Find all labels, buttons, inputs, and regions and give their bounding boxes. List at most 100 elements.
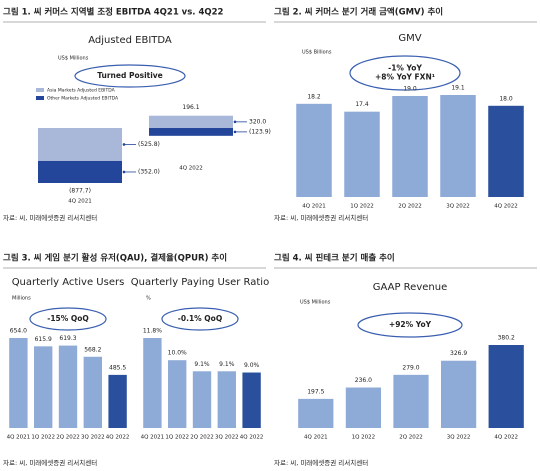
annotation-text: -1% YoY (388, 64, 422, 73)
x-tick-label: 4Q 2022 (106, 435, 130, 441)
chart-title: GAAP Revenue (373, 282, 447, 293)
value-label: 18.0 (499, 95, 513, 102)
legend-swatch (36, 88, 44, 92)
value-label: 19.0 (403, 85, 417, 92)
value-label: (525.8) (138, 141, 160, 148)
panel-heading: 그림 2. 씨 커머스 분기 거래 금액(GMV) 추이 (274, 7, 443, 18)
total-label: 196.1 (182, 104, 199, 111)
value-label: 11.8% (143, 328, 162, 335)
source-note: 자료: 씨, 미래에셋증권 리서치센터 (3, 458, 97, 467)
x-tick-label: 4Q 2021 (68, 199, 92, 205)
arrow-head (233, 130, 237, 134)
annotation-text: +8% YoY FXN¹ (375, 73, 435, 82)
bar (488, 105, 524, 197)
x-tick-label: 1Q 2022 (31, 435, 55, 441)
x-tick-label: 3Q 2022 (81, 435, 105, 441)
arrow-head (122, 170, 126, 174)
unit-label: US$ Billions (302, 50, 332, 56)
x-tick-label: 4Q 2021 (304, 435, 328, 441)
bar (9, 338, 28, 428)
x-tick-label: 4Q 2022 (179, 166, 203, 172)
arrow-head (233, 120, 237, 124)
x-tick-label: 3Q 2022 (447, 435, 471, 441)
bar (440, 95, 476, 197)
bar (298, 398, 334, 428)
value-label: 320.0 (249, 118, 266, 125)
x-tick-label: 4Q 2021 (7, 435, 31, 441)
legend-label: Other Markets Adjusted EBITDA (47, 96, 119, 102)
bar (34, 346, 53, 428)
annotation-ellipse (349, 55, 461, 91)
legend-label: Asia Markets Adjusted EBITDA (47, 88, 116, 94)
value-label: 17.4 (355, 101, 369, 108)
x-tick-label: 2Q 2022 (398, 204, 422, 210)
x-tick-label: 1Q 2022 (350, 204, 374, 210)
source-note: 자료: 씨, 미래에셋증권 리서치센터 (3, 213, 97, 222)
total-label: (877.7) (69, 188, 91, 195)
source-note: 자료: 씨, 미래에셋증권 리서치센터 (274, 458, 368, 467)
bar (217, 371, 236, 428)
bar (345, 387, 382, 428)
bar (143, 338, 162, 428)
value-label: (352.0) (138, 168, 160, 175)
annotation-ellipse (357, 312, 463, 338)
value-label: 380.2 (498, 335, 515, 342)
bar (192, 371, 212, 428)
x-tick-label: 2Q 2022 (399, 435, 423, 441)
source-note: 자료: 씨, 미래에셋증권 리서치센터 (274, 213, 368, 222)
value-label: 279.0 (402, 364, 419, 371)
chart-title: GMV (398, 33, 421, 44)
value-label: 568.2 (84, 346, 101, 353)
bar-segment (38, 128, 122, 161)
x-tick-label: 2Q 2022 (56, 435, 80, 441)
chart-title: Quarterly Active Users (12, 277, 125, 288)
annotation-ellipse (74, 64, 186, 88)
annotation-text: -0.1% QoQ (178, 314, 222, 323)
unit-label: US$ Millions (58, 56, 89, 62)
value-label: 197.5 (307, 388, 324, 395)
annotation-text: Turned Positive (97, 71, 163, 80)
bar (58, 345, 78, 428)
value-label: 10.0% (168, 350, 187, 357)
bar (440, 360, 477, 428)
value-label: 18.2 (307, 93, 321, 100)
legend-swatch (36, 96, 44, 100)
value-label: 615.9 (35, 336, 52, 343)
bar-segment (38, 160, 122, 183)
x-tick-label: 3Q 2022 (215, 435, 239, 441)
annotation-text: +92% YoY (389, 320, 432, 329)
value-label: 9.1% (194, 361, 210, 368)
x-tick-label: 1Q 2022 (352, 435, 376, 441)
value-label: 9.0% (244, 362, 260, 369)
value-label: 19.1 (451, 85, 465, 92)
value-label: 236.0 (355, 377, 372, 384)
x-tick-label: 4Q 2021 (302, 204, 326, 210)
value-label: 654.0 (10, 328, 27, 335)
chart-title: Adjusted EBITDA (88, 35, 172, 46)
bar (168, 360, 187, 428)
bar (344, 111, 380, 197)
annotation-ellipse (161, 307, 239, 331)
unit-label: Millions (12, 296, 31, 302)
x-tick-label: 4Q 2022 (240, 435, 264, 441)
value-label: 485.5 (109, 364, 126, 371)
value-label: 9.1% (219, 361, 235, 368)
unit-label: % (146, 296, 151, 302)
bar (108, 374, 127, 428)
bar (392, 95, 428, 197)
x-tick-label: 4Q 2022 (494, 435, 518, 441)
annotation-text: -15% QoQ (47, 314, 89, 323)
x-tick-label: 2Q 2022 (190, 435, 214, 441)
unit-label: US$ Millions (300, 300, 331, 306)
bar (83, 356, 102, 428)
chart-title: Quarterly Paying User Ratio (131, 277, 269, 288)
value-label: (123.9) (249, 128, 271, 135)
value-label: 326.9 (450, 350, 467, 357)
x-tick-label: 4Q 2021 (141, 435, 165, 441)
panel-heading: 그림 3. 씨 게임 분기 활성 유저(QAU), 결제율(QPUR) 추이 (3, 253, 227, 264)
x-tick-label: 1Q 2022 (165, 435, 189, 441)
bar (488, 345, 524, 428)
arrow-head (122, 143, 126, 146)
x-tick-label: 3Q 2022 (446, 204, 470, 210)
panel-heading: 그림 1. 씨 커머스 지역별 조정 EBITDA 4Q21 vs. 4Q22 (3, 7, 224, 18)
